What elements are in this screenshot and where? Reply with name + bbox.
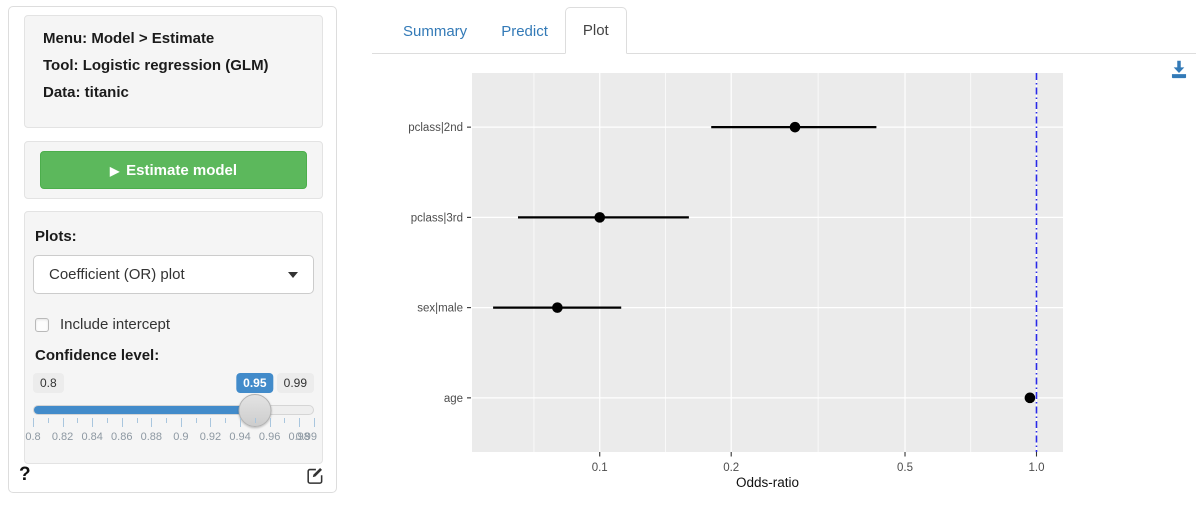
coefficient-plot: pclass|2nd pclass|3rd sex|male age 0.1 0.2 0.5… xyxy=(408,73,1063,490)
tab-plot-label: Plot xyxy=(582,22,609,39)
slider-tick xyxy=(47,418,49,423)
slider-tick-label: 0.86 xyxy=(111,431,133,443)
slider-tick-grid xyxy=(33,418,315,428)
include-intercept-checkbox[interactable] xyxy=(35,317,49,332)
slider-fill xyxy=(34,406,255,414)
slider-tick-label: 0.9 xyxy=(173,431,189,443)
slider-tick xyxy=(92,418,94,427)
caret-down-icon xyxy=(288,271,298,278)
download-icon[interactable] xyxy=(1168,58,1190,80)
slider-tick xyxy=(254,418,256,423)
slider-tick xyxy=(62,418,64,427)
slider-tick xyxy=(151,418,153,427)
slider-tick xyxy=(240,418,242,427)
slider-tick xyxy=(136,418,138,423)
svg-text:1.0: 1.0 xyxy=(1028,462,1044,474)
help-icon[interactable]: ? xyxy=(19,464,31,485)
slider-tick xyxy=(225,418,227,423)
plot-options-panel: Plots: Coefficient (OR) plot Include int… xyxy=(24,211,323,464)
slider-tick-label: 0.82 xyxy=(51,431,74,443)
tab-summary-label: Summary xyxy=(403,23,468,40)
svg-text:age: age xyxy=(444,393,463,405)
edit-report-icon[interactable] xyxy=(305,465,325,485)
slider-tick-labels: 0.8 0.82 0.84 0.86 0.88 0.9 0.92 0.94 0.96 0.98 0.… xyxy=(25,431,317,445)
slider-tick-label: 0.96 xyxy=(258,431,281,443)
slider-tick-label: 0.92 xyxy=(199,431,222,443)
confidence-slider: 0.8 0.95 0.99 0.8 0.82 0.84 0.86 0.88 0.9 0.92… xyxy=(25,373,317,451)
svg-text:sex|male: sex|male xyxy=(417,303,463,315)
estimate-model-button[interactable]: ▶ Estimate model xyxy=(40,151,307,189)
slider-track[interactable] xyxy=(33,405,314,415)
play-icon: ▶ xyxy=(109,163,120,178)
slider-tick-label: 0.84 xyxy=(81,431,103,443)
model-info-panel: Menu: Model > Estimate Tool: Logistic re… xyxy=(24,15,323,128)
tab-plot[interactable]: Plot xyxy=(564,7,627,54)
slider-tick xyxy=(180,418,182,427)
svg-text:0.1: 0.1 xyxy=(592,462,608,474)
slider-tick xyxy=(314,418,315,427)
slider-tick-label: 0.8 xyxy=(25,431,41,443)
data-info: Data: titanic xyxy=(43,84,129,101)
confidence-level-label: Confidence level: xyxy=(35,347,160,364)
svg-text:pclass|3rd: pclass|3rd xyxy=(411,212,463,224)
tool-info: Tool: Logistic regression (GLM) xyxy=(43,57,269,74)
svg-text:Odds-ratio: Odds-ratio xyxy=(736,475,799,490)
tab-summary[interactable]: Summary xyxy=(386,9,484,54)
slider-tick-label: 0.99 xyxy=(295,431,317,443)
include-intercept-row[interactable]: Include intercept xyxy=(35,316,314,333)
slider-tick xyxy=(284,418,286,423)
slider-tick xyxy=(106,418,108,423)
sidebar: Menu: Model > Estimate Tool: Logistic re… xyxy=(8,6,337,493)
slider-tick xyxy=(269,418,271,427)
slider-tick xyxy=(77,418,79,423)
tab-bar: Summary Predict Plot xyxy=(372,3,1196,54)
slider-value-label: 0.95 xyxy=(236,373,274,393)
slider-tick xyxy=(121,418,123,427)
slider-tick-label: 0.98 xyxy=(288,431,310,443)
menu-info: Menu: Model > Estimate xyxy=(43,30,215,47)
svg-text:0.5: 0.5 xyxy=(897,462,913,474)
slider-tick-label: 0.94 xyxy=(229,431,251,443)
slider-min-label: 0.8 xyxy=(33,373,64,393)
slider-tick xyxy=(299,418,301,427)
slider-max-label: 0.99 xyxy=(276,373,314,393)
slider-tick xyxy=(195,418,197,423)
plots-label: Plots: xyxy=(35,228,77,245)
include-intercept-label: Include intercept xyxy=(60,316,171,333)
estimate-model-label: Estimate model xyxy=(126,161,238,179)
tab-predict[interactable]: Predict xyxy=(484,9,565,54)
slider-tick-label: 0.88 xyxy=(140,431,163,443)
estimate-panel: ▶ Estimate model xyxy=(24,141,323,199)
slider-tick xyxy=(166,418,168,423)
tab-predict-label: Predict xyxy=(501,23,548,40)
slider-tick xyxy=(210,418,212,427)
svg-text:pclass|2nd: pclass|2nd xyxy=(408,122,463,134)
svg-text:0.2: 0.2 xyxy=(723,462,739,474)
slider-tick xyxy=(33,418,34,427)
plots-select-value: Coefficient (OR) plot xyxy=(49,266,185,283)
sidebar-footer: ? xyxy=(19,461,325,489)
plots-select[interactable]: Coefficient (OR) plot xyxy=(33,255,314,294)
